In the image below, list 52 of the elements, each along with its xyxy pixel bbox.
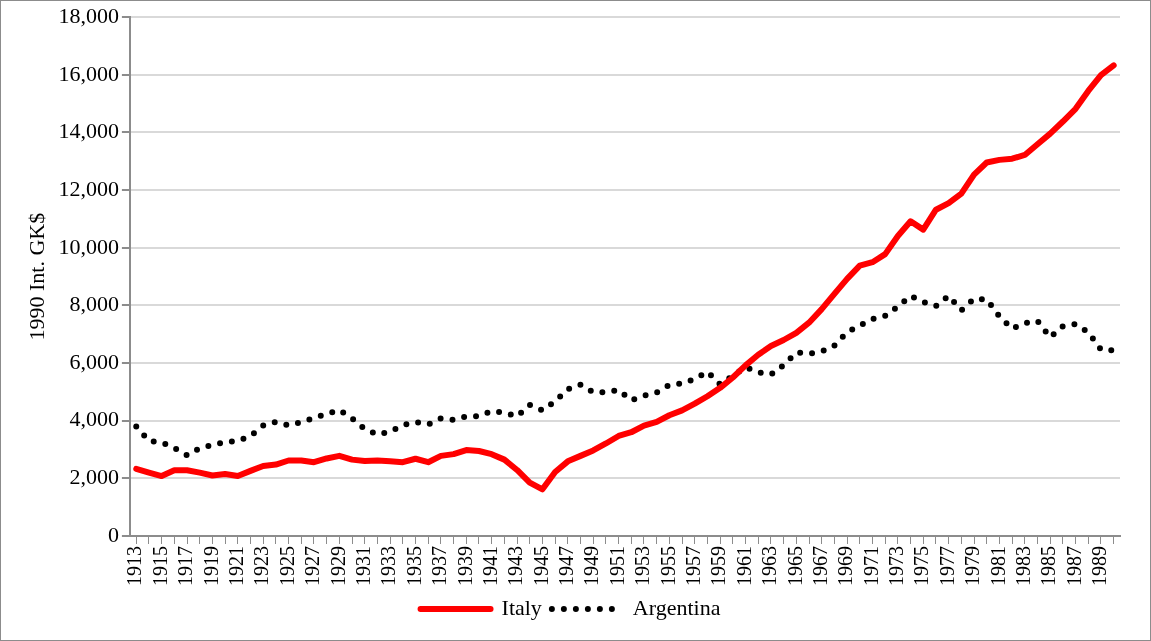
x-tick-label: 1917	[174, 546, 197, 586]
x-tick-label: 1939	[453, 546, 476, 586]
x-tick-label: 1913	[123, 546, 146, 586]
y-tick-label: 2,000	[69, 464, 119, 490]
x-tick-label: 1953	[631, 546, 654, 586]
x-tick-label: 1915	[148, 546, 171, 586]
legend-label: Argentina	[632, 594, 721, 620]
x-tick-label: 1981	[986, 546, 1009, 586]
y-tick-label: 10,000	[58, 233, 119, 259]
x-tick-label: 1977	[935, 546, 958, 586]
x-tick-label: 1929	[326, 546, 349, 586]
x-tick-label: 1983	[1012, 546, 1035, 586]
x-tick-label: 1945	[529, 546, 552, 586]
x-tick-label: 1927	[301, 546, 324, 586]
y-tick-label: 8,000	[69, 291, 119, 317]
legend-label: Italy	[501, 594, 542, 620]
x-tick-label: 1979	[961, 546, 984, 586]
x-tick-label: 1989	[1088, 546, 1111, 586]
y-tick-label: 16,000	[58, 60, 119, 86]
x-tick-label: 1967	[808, 546, 831, 586]
x-tick-label: 1985	[1037, 546, 1060, 586]
x-tick-label: 1937	[428, 546, 451, 586]
x-tick-label: 1943	[504, 546, 527, 586]
x-tick-label: 1951	[605, 546, 628, 586]
x-tick-label: 1961	[732, 546, 755, 586]
y-tick-label: 0	[107, 521, 119, 547]
y-tick-label: 18,000	[58, 2, 119, 28]
x-tick-label: 1933	[377, 546, 400, 586]
x-tick-label: 1963	[758, 546, 781, 586]
x-tick-label: 1931	[351, 546, 374, 586]
x-tick-label: 1965	[783, 546, 806, 586]
x-tick-label: 1987	[1062, 546, 1085, 586]
x-tick-label: 1919	[199, 546, 222, 586]
y-tick-label: 14,000	[58, 118, 119, 144]
x-tick-label: 1959	[707, 546, 730, 586]
x-tick-label: 1947	[555, 546, 578, 586]
x-tick-label: 1975	[910, 546, 933, 586]
x-tick-label: 1955	[656, 546, 679, 586]
x-tick-label: 1971	[859, 546, 882, 586]
x-tick-label: 1935	[402, 546, 425, 586]
y-tick-label: 6,000	[69, 348, 119, 374]
x-tick-label: 1969	[834, 546, 857, 586]
x-tick-label: 1925	[275, 546, 298, 586]
x-tick-label: 1957	[682, 546, 705, 586]
x-tick-label: 1973	[885, 546, 908, 586]
y-tick-label: 4,000	[69, 406, 119, 432]
y-axis-title: 1990 Int. GK$	[23, 212, 49, 341]
x-tick-label: 1941	[478, 546, 501, 586]
y-tick-label: 12,000	[58, 175, 119, 201]
x-tick-label: 1923	[250, 546, 273, 586]
x-tick-label: 1949	[580, 546, 603, 586]
x-tick-label: 1921	[225, 546, 248, 586]
